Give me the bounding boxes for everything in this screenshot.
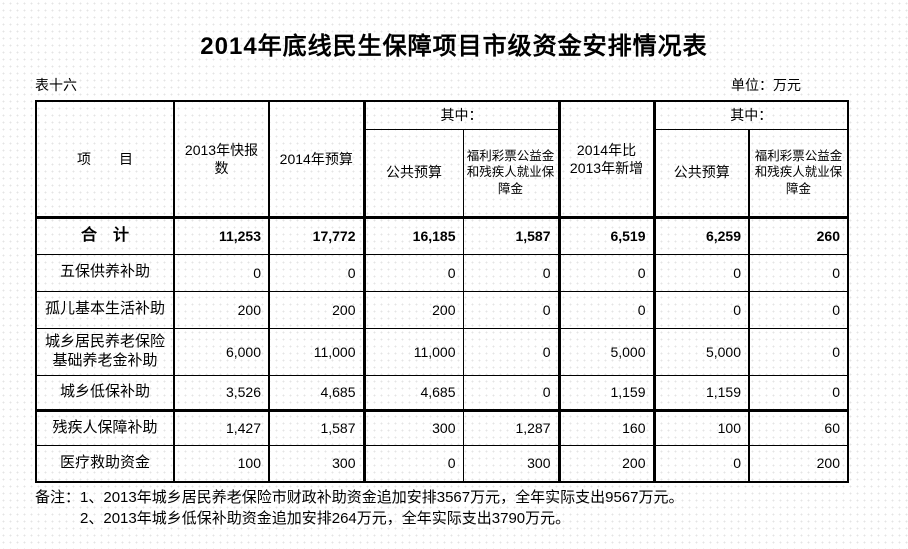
row-label: 医疗救助资金 (35, 444, 175, 483)
row-label: 五保供养补助 (35, 253, 175, 292)
header-public-budget-1: 公共预算 (362, 128, 464, 219)
table-row: 五保供养补助 0 0 0 0 0 0 0 (35, 253, 849, 292)
table-row: 医疗救助资金 100 300 0 300 200 0 200 (35, 444, 849, 483)
value-cell: 0 (748, 374, 849, 412)
value-cell: 0 (362, 444, 464, 483)
table-row: 残疾人保障补助 1,427 1,587 300 1,287 160 100 60 (35, 409, 849, 446)
header-welfare-fund-1: 福利彩票公益金和残疾人就业保障金 (462, 128, 560, 219)
value-cell: 100 (173, 444, 270, 483)
budget-table: 项 目 2013年快报数 2014年预算 其中： 2014年比2013年新增 其… (35, 100, 849, 483)
value-cell: 0 (652, 444, 750, 483)
unit-label: 单位：万元 (731, 77, 801, 93)
row-label: 城乡居民养老保险基础养老金补助 (35, 327, 175, 376)
row-label: 城乡低保补助 (35, 374, 175, 412)
header-item: 项 目 (35, 100, 175, 219)
value-cell: 0 (362, 253, 464, 292)
value-cell: 300 (462, 444, 560, 483)
table-row: 孤儿基本生活补助 200 200 200 0 0 0 0 (35, 290, 849, 329)
value-cell: 160 (557, 409, 655, 446)
value-cell: 0 (462, 374, 560, 412)
header-2014-budget: 2014年预算 (268, 100, 365, 219)
value-cell: 0 (652, 290, 750, 329)
value-cell: 4,685 (268, 374, 365, 412)
row-label: 合 计 (35, 216, 175, 255)
value-cell: 0 (748, 327, 849, 376)
table-body: 合 计 11,253 17,772 16,185 1,587 6,519 6,259 260 五… (35, 216, 849, 483)
value-cell: 1,159 (652, 374, 750, 412)
value-cell: 200 (173, 290, 270, 329)
row-label: 残疾人保障补助 (35, 409, 175, 446)
value-cell: 260 (748, 216, 849, 255)
value-cell: 300 (362, 409, 464, 446)
value-cell: 60 (748, 409, 849, 446)
value-cell: 17,772 (268, 216, 365, 255)
value-cell: 6,259 (652, 216, 750, 255)
value-cell: 16,185 (362, 216, 464, 255)
header-among-group-1: 其中： (362, 100, 561, 130)
note-line-2: 2、2013年城乡低保补助资金追加安排264万元，全年实际支出3790万元。 (80, 509, 571, 527)
value-cell: 0 (748, 253, 849, 292)
value-cell: 200 (748, 444, 849, 483)
value-cell: 1,287 (462, 409, 560, 446)
table-row: 合 计 11,253 17,772 16,185 1,587 6,519 6,259 260 (35, 216, 849, 255)
value-cell: 0 (557, 253, 655, 292)
value-cell: 0 (268, 253, 365, 292)
value-cell: 5,000 (652, 327, 750, 376)
header-among-group-2: 其中： (652, 100, 849, 130)
header-increase: 2014年比2013年新增 (557, 100, 655, 219)
value-cell: 11,253 (173, 216, 270, 255)
value-cell: 0 (462, 253, 560, 292)
value-cell: 0 (173, 253, 270, 292)
value-cell: 11,000 (362, 327, 464, 376)
table-meta: 表十六 单位：万元 (35, 75, 847, 95)
value-cell: 200 (268, 290, 365, 329)
page-title: 2014年底线民生保障项目市级资金安排情况表 (200, 33, 708, 60)
value-cell: 6,519 (557, 216, 655, 255)
value-cell: 300 (268, 444, 365, 483)
table-row: 城乡居民养老保险基础养老金补助 6,000 11,000 11,000 0 5,000 5,… (35, 327, 849, 376)
value-cell: 1,587 (462, 216, 560, 255)
table-number: 表十六 (35, 77, 77, 93)
value-cell: 11,000 (268, 327, 365, 376)
notes: 备注： 1、2013年城乡居民养老保险市财政补助资金追加安排3567万元，全年实… (35, 489, 908, 531)
table-header: 项 目 2013年快报数 2014年预算 其中： 2014年比2013年新增 其… (35, 100, 849, 219)
value-cell: 100 (652, 409, 750, 446)
value-cell: 4,685 (362, 374, 464, 412)
value-cell: 0 (462, 290, 560, 329)
header-public-budget-2: 公共预算 (652, 128, 750, 219)
value-cell: 0 (462, 327, 560, 376)
value-cell: 0 (557, 290, 655, 329)
note-line-1: 1、2013年城乡居民养老保险市财政补助资金追加安排3567万元，全年实际支出9… (80, 489, 684, 506)
value-cell: 200 (557, 444, 655, 483)
header-welfare-fund-2: 福利彩票公益金和残疾人就业保障金 (748, 128, 849, 219)
value-cell: 1,587 (268, 409, 365, 446)
value-cell: 1,427 (173, 409, 270, 446)
row-label: 孤儿基本生活补助 (35, 290, 175, 329)
value-cell: 0 (652, 253, 750, 292)
value-cell: 5,000 (557, 327, 655, 376)
value-cell: 3,526 (173, 374, 270, 412)
value-cell: 1,159 (557, 374, 655, 412)
notes-label: 备注： (35, 489, 81, 506)
value-cell: 200 (362, 290, 464, 329)
header-2013-flash: 2013年快报数 (173, 100, 270, 219)
value-cell: 6,000 (173, 327, 270, 376)
notes-lines: 1、2013年城乡居民养老保险市财政补助资金追加安排3567万元，全年实际支出9… (80, 489, 683, 531)
table-row: 城乡低保补助 3,526 4,685 4,685 0 1,159 1,159 0 (35, 374, 849, 412)
value-cell: 0 (748, 290, 849, 329)
